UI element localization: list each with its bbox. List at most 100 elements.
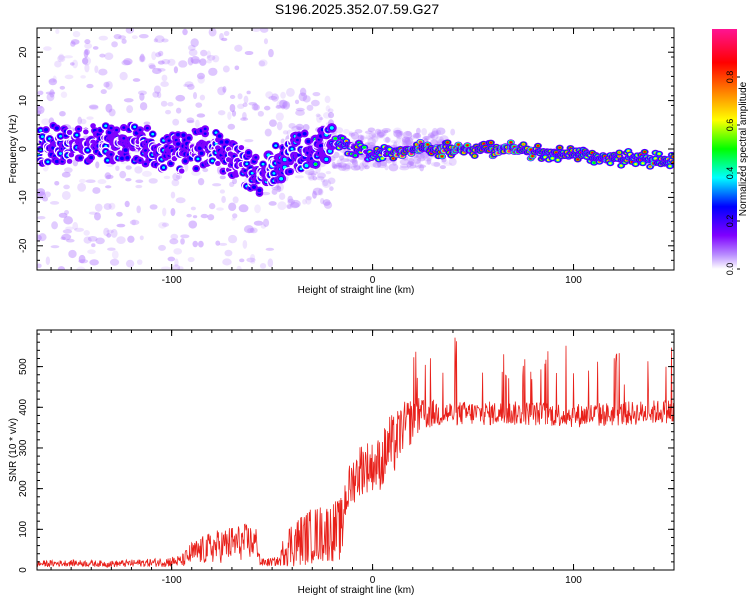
- spectrogram-cell: [80, 118, 87, 125]
- spectrogram-cell: [282, 102, 290, 108]
- snr-x-ticks: -100 0 100: [50, 330, 675, 586]
- spectrogram-cell: [443, 162, 453, 166]
- spectrogram-cell: [175, 107, 182, 114]
- spectrogram-cell: [333, 164, 343, 169]
- spectrogram-cell: [139, 53, 145, 62]
- spectrogram-cell: [352, 159, 359, 168]
- spectrogram-cell: [126, 105, 134, 114]
- spectrogram-cell: [323, 112, 331, 119]
- spectrogram-cell: [44, 128, 48, 132]
- spectrogram-cell: [84, 39, 91, 45]
- spectrogram-cell: [353, 154, 357, 157]
- spectrogram-cell: [88, 104, 99, 110]
- spectrogram-cell: [399, 158, 410, 166]
- spectrogram-cell: [314, 162, 317, 166]
- spectrogram-cell: [218, 134, 222, 138]
- colorbar-gradient: [712, 29, 737, 269]
- spectrogram-cell: [295, 109, 305, 116]
- spectrogram-cell: [170, 233, 179, 240]
- spectrogram-cell: [85, 179, 96, 184]
- spectrogram-cell: [446, 141, 449, 144]
- spectrogram-cell: [127, 235, 135, 243]
- spectrogram-cell: [94, 65, 99, 74]
- spectrogram-cell: [271, 188, 278, 195]
- spectrogram-cell: [192, 240, 199, 248]
- spectrogram-cell: [436, 127, 446, 135]
- spectrogram-cell: [247, 227, 255, 234]
- spectrogram-cell: [406, 161, 412, 168]
- spectrogram-cell: [250, 171, 254, 175]
- spectrogram-cell: [295, 123, 304, 131]
- spectrogram-cell: [55, 126, 59, 130]
- spectrogram-cell: [396, 136, 402, 145]
- spectrogram-cell: [415, 154, 425, 159]
- spectrogram-cell: [408, 157, 415, 167]
- spectrogram-cell: [362, 146, 366, 149]
- spectrogram-cell: [188, 48, 198, 57]
- spectrogram-cell: [84, 43, 93, 49]
- spectrogram-cell: [134, 131, 138, 135]
- spectrogram-cell: [61, 171, 71, 178]
- spectrogram-cells: [37, 28, 674, 270]
- spectrogram-cell: [311, 99, 320, 107]
- spectrogram-cell: [334, 127, 344, 134]
- spectrogram-cell: [131, 35, 138, 40]
- spectrogram-cell: [278, 192, 286, 200]
- spectrogram-ylabel: Frequency (Hz): [8, 115, 19, 184]
- spectrogram-cell: [70, 62, 75, 66]
- spectrogram-cell: [227, 111, 232, 120]
- spectrogram-cell: [58, 212, 68, 218]
- spectrogram-cell: [104, 172, 112, 180]
- spectrogram-cell: [254, 156, 258, 159]
- spectrogram-cell: [271, 93, 279, 102]
- spectrogram-cell: [64, 134, 68, 137]
- spectrogram-cell: [125, 165, 132, 170]
- spectrogram-cell: [641, 162, 645, 165]
- spectrogram-cell: [68, 131, 72, 134]
- spectrogram-cell: [63, 216, 73, 225]
- spectrogram-cell: [246, 90, 251, 95]
- snr-y-tick-label: 400: [18, 399, 29, 416]
- colorbar: 0.00.20.40.60.8 Normalized spectral ampl…: [712, 29, 749, 275]
- spectrogram-cell: [198, 240, 204, 248]
- spectrogram-cell: [39, 129, 43, 132]
- spectrogram-cell: [225, 140, 229, 144]
- snr-frame: [36, 329, 675, 571]
- spectrogram-cell: [466, 144, 469, 147]
- spectrogram-cell: [174, 258, 179, 267]
- spectrogram-cell: [257, 110, 264, 117]
- spectrogram-cell: [531, 155, 534, 158]
- spectrogram-cell: [89, 156, 93, 159]
- spectrogram-cell: [448, 157, 457, 166]
- spectrogram-cell: [127, 128, 131, 131]
- spectrogram-cell: [125, 28, 135, 34]
- spectrogram-cell: [136, 205, 141, 214]
- spectrogram-cell: [37, 108, 43, 113]
- spectrogram-cell: [404, 137, 414, 145]
- spectrogram-cell: [348, 131, 353, 135]
- spectrogram-cell: [379, 134, 385, 139]
- spectrogram-cell: [244, 50, 254, 56]
- spectrogram-cell: [350, 131, 360, 140]
- spectrogram-cell: [260, 28, 269, 33]
- spectrogram-cell: [430, 161, 441, 167]
- spectrogram-cell: [627, 149, 630, 153]
- spectrogram-cell: [350, 165, 361, 171]
- spectrogram-cell: [206, 54, 216, 61]
- spectrogram-cell: [308, 176, 315, 181]
- spectrogram-cell: [202, 168, 209, 173]
- spectrogram-cell: [153, 85, 162, 94]
- spectrogram-cell: [95, 161, 100, 169]
- spectrogram-cell: [155, 52, 162, 58]
- spectrogram-cell: [116, 211, 123, 217]
- spectrogram-cell: [84, 130, 88, 134]
- spectrogram-cell: [377, 131, 385, 138]
- spectrogram-cell: [262, 218, 270, 227]
- spectrogram-cell: [243, 95, 249, 104]
- spectrogram-cell: [78, 156, 82, 160]
- spectrogram-cell: [419, 152, 429, 159]
- spectrogram-cell: [556, 158, 560, 162]
- spectrogram-cell: [414, 160, 422, 169]
- spectrogram-cell: [441, 159, 449, 165]
- spectrogram-cell: [214, 131, 218, 134]
